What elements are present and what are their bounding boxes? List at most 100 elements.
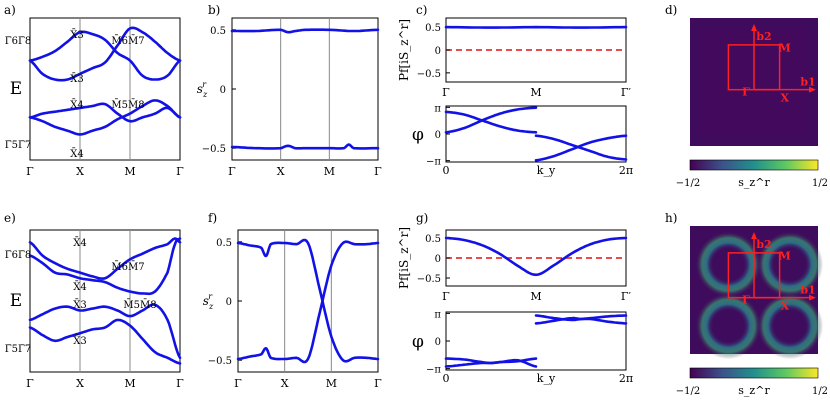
y-tick-label: −0.5 xyxy=(208,356,232,367)
colorbar-min-label: −1/2 xyxy=(676,386,700,397)
panel-letter: e) xyxy=(4,211,16,225)
y-axis-label: szr xyxy=(203,292,214,311)
panel-letter: f) xyxy=(208,211,217,225)
band-series-4 xyxy=(28,99,182,136)
band-series-1 xyxy=(28,237,182,280)
bz-annotation: Γ xyxy=(742,294,750,307)
y-axis-label: szr xyxy=(197,80,208,99)
y-tick-label: −0.5 xyxy=(202,144,226,155)
band-label: X̄4 xyxy=(70,148,83,160)
panel-letter: b) xyxy=(208,3,220,17)
y-tick-label: 0 xyxy=(220,85,226,96)
wilson-series-1 xyxy=(444,110,538,134)
colorbar-max-label: 1/2 xyxy=(812,386,828,397)
pfaffian-series-1 xyxy=(444,236,628,277)
band-label: X̄3 xyxy=(73,299,86,311)
y-tick-label: −0.5 xyxy=(417,274,441,285)
b1-arrowhead xyxy=(809,294,816,301)
x-tick-label: Γ xyxy=(442,290,450,303)
x-tick-label: k_y xyxy=(537,372,556,385)
x-tick-label: M xyxy=(326,377,337,390)
spin-texture-ring-4 xyxy=(756,292,824,360)
colorbar-min-label: −1/2 xyxy=(676,178,700,189)
y-axis-label: φ xyxy=(412,125,424,145)
x-tick-label: M xyxy=(124,165,135,178)
pfaffian-series-1 xyxy=(444,25,628,29)
bz-annotation: X xyxy=(780,92,789,105)
band-label: X̄4 xyxy=(73,281,86,293)
panel-letter: h) xyxy=(665,211,677,225)
panel-letter: a) xyxy=(4,3,16,17)
band-series-2 xyxy=(28,30,182,81)
e-frame xyxy=(29,229,181,373)
x-tick-label: 0 xyxy=(443,164,450,177)
y-tick-label: 0.5 xyxy=(216,238,232,249)
panel-letter: d) xyxy=(665,3,677,17)
band-series-4 xyxy=(28,318,182,365)
x-tick-label: M xyxy=(530,86,541,99)
band-label: X̄4 xyxy=(70,99,83,111)
wilson-series-2 xyxy=(444,106,538,134)
y-tick-label: −π xyxy=(426,157,441,168)
band-label: M̄5M̄8 xyxy=(111,99,144,111)
spin-texture-ring-2 xyxy=(756,231,824,298)
bz-annotation: b1 xyxy=(800,76,815,89)
x-tick-label: 0 xyxy=(443,372,450,385)
y-tick-label: 0 xyxy=(435,254,441,265)
y-tick-label: π xyxy=(434,309,441,320)
sz-series-1 xyxy=(236,238,380,363)
spin-texture-ring-3 xyxy=(695,292,762,360)
bz-annotation: X xyxy=(780,300,789,313)
x-tick-label: M xyxy=(324,165,335,178)
y-tick-label: 0.5 xyxy=(425,234,441,245)
band-series-3 xyxy=(28,303,182,360)
y-axis-label: φ xyxy=(412,332,424,352)
wilson-series-2 xyxy=(444,357,538,368)
band-series-2 xyxy=(28,237,182,296)
wilson-series-3 xyxy=(534,134,628,162)
sz-series-2 xyxy=(230,143,380,150)
x-tick-label: M xyxy=(124,377,135,390)
band-label: Γ̄5Γ̄7 xyxy=(5,344,32,355)
y-axis-label: Pf[iS_z^r] xyxy=(397,227,411,289)
x-tick-label: X xyxy=(76,165,84,178)
x-tick-label: X xyxy=(76,377,84,390)
panel-letter: g) xyxy=(416,211,428,225)
x-tick-label: Γ xyxy=(442,86,450,99)
band-label: X̄4 xyxy=(73,237,86,249)
band-label: Γ̄6Γ̄8 xyxy=(5,250,32,261)
bz-annotation: b2 xyxy=(756,30,771,43)
sz-frame xyxy=(237,229,379,373)
band-label: M̄6M̄7 xyxy=(111,35,144,47)
y-axis-label: Pf[iS_z^r] xyxy=(397,19,411,81)
bz-annotation: M xyxy=(779,249,791,262)
x-tick-label: Γ xyxy=(228,165,236,178)
y-tick-label: 0.5 xyxy=(425,23,441,34)
y-tick-label: 0 xyxy=(435,46,441,57)
y-axis-label: E xyxy=(10,79,22,99)
y-tick-label: −0.5 xyxy=(417,69,441,80)
band-series-1 xyxy=(28,26,182,82)
sz-series-2 xyxy=(236,240,380,364)
x-tick-label: Γ xyxy=(374,377,382,390)
x-tick-label: Γ′ xyxy=(621,290,632,303)
colorbar-max-label: 1/2 xyxy=(812,178,828,189)
y-tick-label: 0 xyxy=(435,337,441,348)
y-axis-label: E xyxy=(10,291,22,311)
x-tick-label: Γ xyxy=(234,377,242,390)
y-tick-label: 0 xyxy=(435,130,441,141)
x-tick-label: 2π xyxy=(619,164,633,177)
band-label: M̄6M̄7 xyxy=(111,261,144,273)
b1-arrowhead xyxy=(809,86,816,93)
x-tick-label: X xyxy=(277,165,285,178)
band-label: M̄5M̄8 xyxy=(123,299,156,311)
sz-frame xyxy=(231,17,379,161)
colorbar-label: s_z^r xyxy=(738,384,770,397)
x-tick-label: M xyxy=(530,290,541,303)
band-label: X̄3 xyxy=(73,335,86,347)
band-label: X̄3 xyxy=(70,73,83,85)
x-tick-label: Γ xyxy=(374,165,382,178)
b2-arrowhead xyxy=(751,232,757,239)
bz-annotation: b1 xyxy=(800,284,815,297)
